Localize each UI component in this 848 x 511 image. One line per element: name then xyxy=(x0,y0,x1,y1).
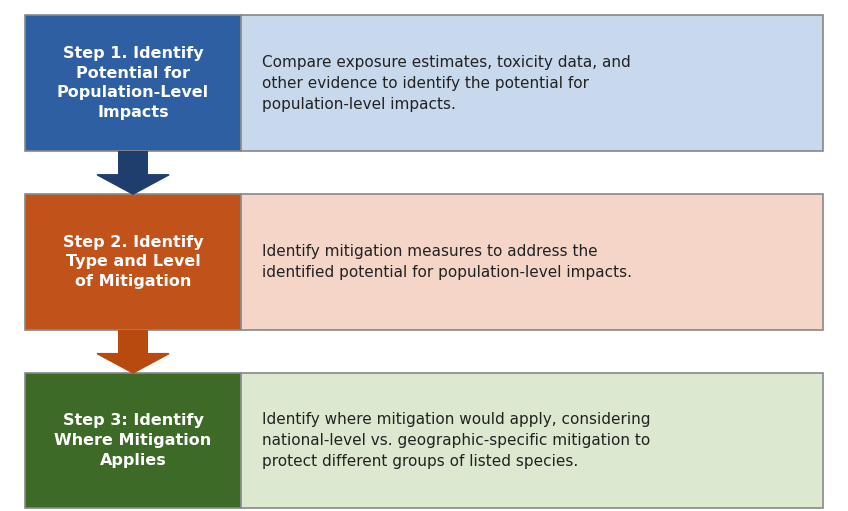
Bar xyxy=(25,194,241,330)
Polygon shape xyxy=(97,354,169,373)
Text: Step 1. Identify
Potential for
Population-Level
Impacts: Step 1. Identify Potential for Populatio… xyxy=(57,46,209,120)
Text: Step 2. Identify
Type and Level
of Mitigation: Step 2. Identify Type and Level of Mitig… xyxy=(63,235,204,289)
Text: Identify mitigation measures to address the
identified potential for population-: Identify mitigation measures to address … xyxy=(262,244,632,280)
Bar xyxy=(118,330,148,354)
Bar xyxy=(25,15,241,151)
Bar xyxy=(241,15,823,151)
Text: Step 3: Identify
Where Mitigation
Applies: Step 3: Identify Where Mitigation Applie… xyxy=(54,413,212,468)
Text: Identify where mitigation would apply, considering
national-level vs. geographic: Identify where mitigation would apply, c… xyxy=(262,412,650,469)
Text: Compare exposure estimates, toxicity data, and
other evidence to identify the po: Compare exposure estimates, toxicity dat… xyxy=(262,55,631,111)
Bar xyxy=(118,151,148,175)
Bar xyxy=(25,373,241,508)
Bar xyxy=(241,194,823,330)
Polygon shape xyxy=(97,175,169,194)
Bar xyxy=(241,373,823,508)
